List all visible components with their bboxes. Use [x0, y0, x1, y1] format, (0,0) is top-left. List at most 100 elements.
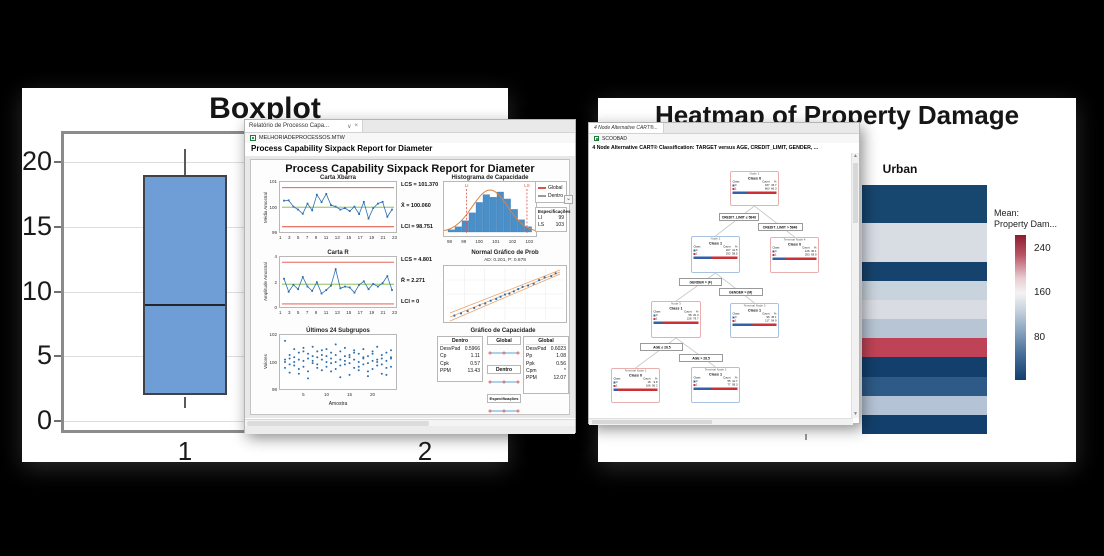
y-tick-mark [54, 290, 61, 293]
class-cell: 0 [693, 249, 722, 253]
last24-chart [284, 339, 392, 380]
stat-row: Cpm * [526, 368, 566, 375]
heatmap-cell [862, 261, 987, 281]
sixpack-tab[interactable]: Relatório de Processo Capa... ∨ × [245, 120, 363, 132]
stat-row: PPM 13.43 [440, 368, 480, 375]
node-caption: Terminal Node 2 [704, 368, 727, 372]
scrollbar-thumb[interactable] [247, 421, 429, 426]
boxplot-lower-whisker [184, 397, 186, 409]
node-table-header: Class Count% [733, 180, 777, 184]
col-count: Count [723, 376, 731, 380]
x-tick-label: 21 [380, 310, 386, 315]
overall-rows: DesvPad 0.6023 Pp 1.08 Ppk 0.56 Cpm * PPM 12.07 [526, 346, 566, 382]
node-caption: Node 3 [671, 302, 681, 306]
heatmap-legend-title-line1: Mean: [994, 208, 1020, 218]
x-tick-label: 1 [279, 235, 282, 240]
bar-class1-segment [752, 323, 777, 327]
tree-split-label: GENDER = (F) [679, 278, 722, 286]
y-tick-label: 100 [269, 359, 277, 365]
last24-xlabel: Amostra [328, 401, 348, 407]
col-class: Class [732, 180, 740, 184]
pct-cell: 33.7 [771, 183, 777, 187]
stat-key: Ppk [526, 360, 535, 367]
node-table-header: Class Count% [614, 377, 658, 381]
class-swatch [693, 253, 696, 256]
histogram-plot: LI LS [443, 181, 537, 237]
legend-label: Dentro [548, 193, 564, 199]
xbar-chart-title: Carta Xbarra [319, 175, 357, 181]
scrollbar-thumb[interactable] [853, 163, 858, 223]
stat-row: DesvPad 0.6023 [526, 346, 566, 353]
tree-node-n2: Node 2 Class 1 Class Count% 0 207 41.5 1 292 58.5 [691, 236, 740, 273]
class-swatch [732, 320, 735, 323]
col-class: Class [772, 246, 780, 250]
y-tick-label: 0 [274, 305, 277, 310]
class-swatch [772, 250, 775, 253]
y-tick-mark [54, 355, 61, 358]
node-table-row: 1 228 79.7 [653, 317, 699, 321]
capability-interval-group: Global [487, 336, 521, 363]
y-tick-label: 10 [21, 275, 52, 306]
scroll-up-icon[interactable]: ▲ [853, 153, 858, 159]
bar-class0-segment [613, 388, 618, 392]
x-tick-label: 99 [461, 239, 467, 244]
spec-rows: LI 99 LS 103 [538, 215, 564, 230]
stat-key: DesvPad [526, 346, 547, 352]
count-cell: 293 [804, 253, 810, 257]
heatmap-legend-title-line2: Property Dam... [994, 219, 1058, 229]
node-caption: Node 1 [749, 172, 760, 176]
sixpack-horizontal-scrollbar[interactable] [245, 419, 575, 426]
pct-cell: 45.1 [771, 315, 777, 319]
rchart-plot [279, 256, 397, 308]
x-tick-label: 9 [314, 310, 318, 315]
report-area: Process Capability Sixpack Report for Di… [245, 156, 575, 418]
x-tick-label: 5 [296, 310, 300, 315]
x-tick-label: 5 [302, 392, 305, 397]
boxplot-median-line [145, 304, 225, 307]
interval-plot [488, 409, 520, 413]
rchart-chart [282, 261, 394, 305]
bar-class0-segment [732, 323, 753, 327]
bar-class0-segment [772, 257, 786, 261]
x-tick-label: 11 [323, 310, 329, 315]
stat-key: PPM [440, 367, 451, 374]
cart-worksheet-row: SCOOBAD [589, 134, 859, 143]
cart-horizontal-scrollbar[interactable] [589, 418, 853, 425]
legend-tick-label: 80 [1034, 331, 1046, 343]
stat-key: Pp [526, 353, 533, 360]
class-cell: 0 [732, 184, 761, 188]
stat-key: DesvPad [440, 346, 461, 352]
node-table-header: Class Count% [694, 245, 738, 249]
cart-tree-window: 4 Node Alternative CART®... SCOOBAD 4 No… [588, 122, 860, 425]
x-tick-label: 17 [357, 310, 363, 315]
class-swatch [772, 254, 775, 257]
stat-row: LS 103 [538, 222, 564, 229]
col-class: Class [653, 310, 661, 314]
tab-close-icon[interactable]: × [354, 122, 358, 129]
class-swatch [653, 318, 656, 321]
sixpack-tab-bar: Relatório de Processo Capa... ∨ × [245, 120, 575, 133]
count-cell: 77 [727, 383, 731, 387]
rchart-lcl-label: LCI = 0 [401, 299, 420, 305]
cart-tab[interactable]: 4 Node Alternative CART®... [589, 123, 664, 133]
class-cell: 1 [732, 187, 761, 191]
scroll-down-icon[interactable]: ▼ [853, 411, 858, 417]
x-tick-label: 20 [370, 392, 376, 397]
heatmap-cell [862, 395, 987, 415]
tree-node-t3: Terminal Node 3 Class 1 Class Count% 0 96 45.1… [730, 303, 779, 338]
probplot-subtitle: AD: 0.201, P: 0.878 [484, 258, 526, 263]
stat-row: LI 99 [538, 215, 564, 222]
node-table-row: 1 663 66.3 [732, 187, 777, 191]
cart-vertical-scrollbar[interactable]: ▲ ▼ [851, 153, 859, 418]
xbar-center-label: X̄ = 100.060 [401, 203, 431, 209]
node-content: Terminal Node 2 Class 1 Class Count% 0 55 41.7… [692, 368, 739, 391]
x-tick-label: 23 [391, 235, 397, 240]
x-tick-label: 15 [347, 392, 353, 397]
tab-collapse-icon[interactable]: ∨ [347, 123, 352, 130]
node-table-row: 1 117 54.9 [732, 319, 777, 323]
x-tick-label: 21 [380, 235, 386, 240]
y-tick-mark [54, 225, 61, 228]
report-collapse-button[interactable]: ⌄ [564, 195, 573, 204]
scrollbar-thumb[interactable] [592, 420, 712, 424]
